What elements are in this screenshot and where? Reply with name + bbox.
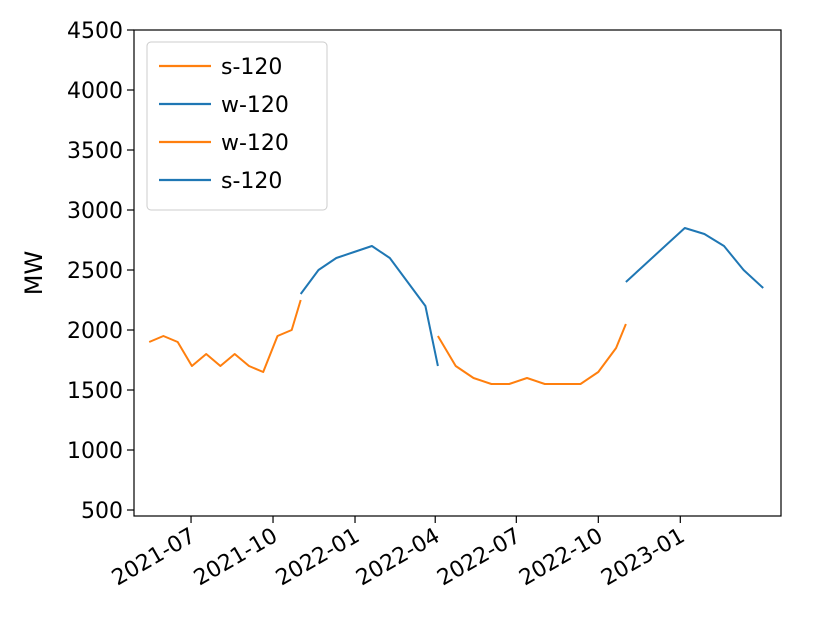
y-axis: 500 1000 1500 2000 2500 3000 3500 4000 4500 bbox=[67, 19, 134, 524]
series-line-4 bbox=[625, 227, 764, 289]
y-tick-label: 1000 bbox=[67, 439, 123, 464]
y-tick-label: 500 bbox=[81, 499, 123, 524]
legend-label: w-120 bbox=[221, 131, 289, 156]
y-tick-label: 1500 bbox=[67, 379, 123, 404]
y-axis-label: MW bbox=[20, 251, 48, 295]
y-tick-label: 2500 bbox=[67, 259, 123, 284]
legend: s-120 w-120 w-120 s-120 bbox=[146, 41, 328, 211]
legend-box bbox=[146, 41, 328, 211]
series-line-2 bbox=[299, 245, 439, 367]
y-tick-label: 4500 bbox=[67, 19, 123, 44]
series-layer bbox=[148, 227, 764, 385]
legend-label: s-120 bbox=[221, 169, 282, 194]
plot-frame bbox=[133, 29, 782, 517]
legend-label: s-120 bbox=[221, 55, 282, 80]
y-tick-label: 4000 bbox=[67, 79, 123, 104]
y-tick-label: 2000 bbox=[67, 319, 123, 344]
series-line-3 bbox=[437, 323, 627, 385]
y-tick-label: 3000 bbox=[67, 199, 123, 224]
y-tick-label: 3500 bbox=[67, 139, 123, 164]
legend-label: w-120 bbox=[221, 93, 289, 118]
series-line-1 bbox=[148, 299, 302, 373]
